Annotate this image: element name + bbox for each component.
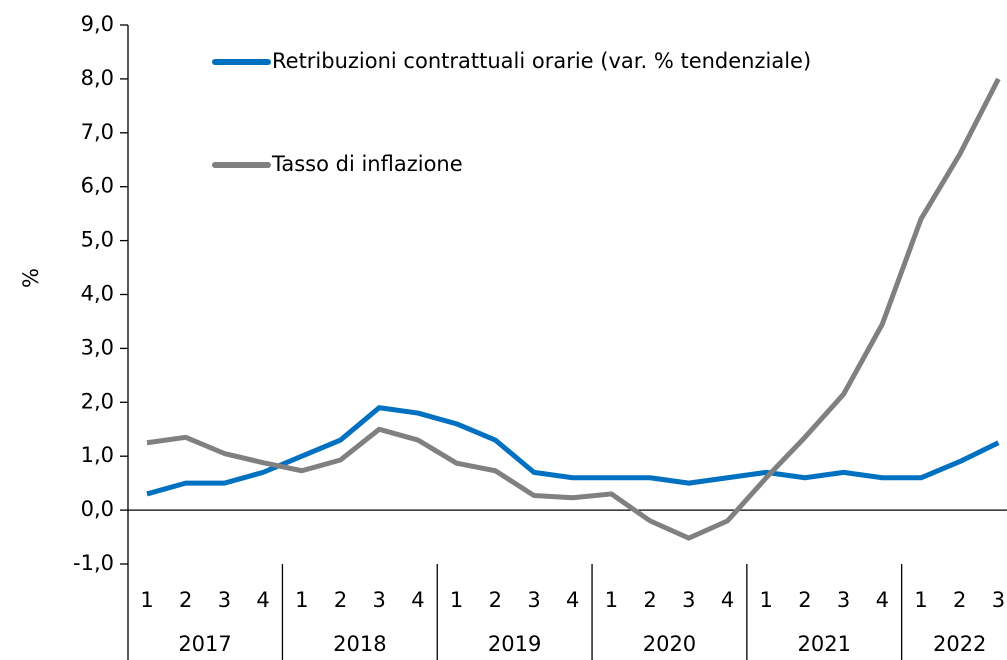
x-tick-label: 1 [295,588,308,612]
legend-label: Tasso di inflazione [271,152,463,176]
x-tick-label: 2 [334,588,347,612]
x-tick-label: 4 [566,588,579,612]
x-group-label: 2019 [488,632,541,656]
y-tick-label: 5,0 [81,228,114,252]
x-group-label: 2017 [178,632,231,656]
series-line [146,405,1000,497]
y-tick-label: 6,0 [81,174,114,198]
x-tick-label: 4 [876,588,889,612]
y-axis-label: % [19,268,43,288]
x-tick-label: 2 [953,588,966,612]
y-tick-label: 3,0 [81,335,114,359]
x-group-label: 2018 [333,632,386,656]
x-tick-label: 3 [373,588,386,612]
y-tick-label: 0,0 [81,497,114,521]
x-tick-label: 1 [605,588,618,612]
x-tick-label: 2 [489,588,502,612]
x-tick-label: 1 [140,588,153,612]
y-tick-label: -1,0 [73,551,114,575]
y-tick-label: 9,0 [81,12,114,36]
x-group-label: 2021 [798,632,851,656]
x-tick-label: 3 [837,588,850,612]
x-tick-label: 1 [760,588,773,612]
x-tick-label: 4 [411,588,424,612]
x-tick-label: 3 [682,588,695,612]
x-group-label: 2022 [933,632,986,656]
y-tick-label: 2,0 [81,389,114,413]
y-tick-label: 4,0 [81,282,114,306]
x-tick-label: 2 [643,588,656,612]
y-tick-label: 7,0 [81,120,114,144]
x-tick-label: 4 [256,588,269,612]
y-tick-label: 8,0 [81,66,114,90]
x-tick-label: 1 [450,588,463,612]
x-tick-label: 2 [179,588,192,612]
x-tick-label: 3 [218,588,231,612]
x-tick-label: 3 [527,588,540,612]
series-line [146,77,1001,541]
x-tick-label: 2 [798,588,811,612]
x-group-label: 2020 [643,632,696,656]
x-tick-label: 1 [914,588,927,612]
x-tick-label: 3 [992,588,1005,612]
y-tick-label: 1,0 [81,443,114,467]
legend-label: Retribuzioni contrattuali orarie (var. %… [272,49,811,73]
x-tick-label: 4 [721,588,734,612]
